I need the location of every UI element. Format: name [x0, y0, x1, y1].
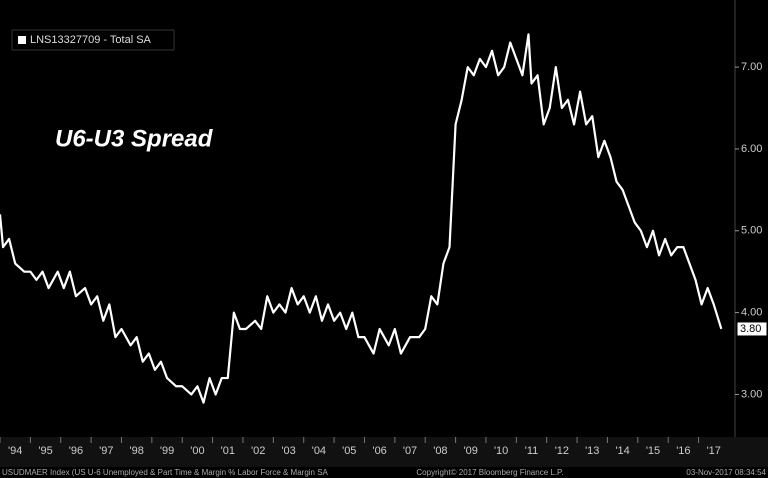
footer-right: 03-Nov-2017 08:34:54	[686, 468, 766, 477]
last-value-label: 3.80	[740, 323, 761, 335]
x-tick-label: '06	[372, 445, 386, 457]
footer-left: USUDMAER Index (US U-6 Unemployed & Part…	[2, 468, 329, 477]
x-tick-label: '03	[281, 445, 295, 457]
x-tick-label: '10	[494, 445, 508, 457]
series-line	[0, 33, 723, 404]
annotation: U6-U3 Spread	[55, 125, 214, 152]
legend-swatch	[18, 36, 26, 44]
y-tick-label: 4.00	[741, 307, 762, 319]
x-tick-label: '05	[342, 445, 356, 457]
x-tick-label: '08	[433, 445, 447, 457]
x-tick-label: '99	[160, 445, 174, 457]
footer-center: Copyright© 2017 Bloomberg Finance L.P.	[416, 468, 563, 477]
x-tick-label: '07	[403, 445, 417, 457]
y-tick-label: 7.00	[741, 61, 762, 73]
x-tick-label: '12	[555, 445, 569, 457]
x-tick-label: '09	[464, 445, 478, 457]
x-tick-label: '96	[69, 445, 83, 457]
legend-label: LNS13327709 - Total SA	[30, 34, 152, 46]
x-tick-label: '98	[130, 445, 144, 457]
x-tick-label: '04	[312, 445, 326, 457]
x-tick-label: '14	[615, 445, 629, 457]
y-tick-label: 5.00	[741, 225, 762, 237]
y-tick-label: 6.00	[741, 143, 762, 155]
x-tick-label: '13	[585, 445, 599, 457]
x-tick-label: '01	[221, 445, 235, 457]
x-axis-strip	[0, 437, 768, 467]
x-tick-label: '11	[525, 445, 539, 457]
x-tick-label: '97	[99, 445, 113, 457]
x-tick-label: '00	[190, 445, 204, 457]
x-tick-label: '15	[646, 445, 660, 457]
y-tick-label: 3.00	[741, 388, 762, 400]
last-value-box	[736, 321, 768, 337]
x-tick-label: '94	[8, 445, 22, 457]
x-tick-label: '17	[707, 445, 721, 457]
legend	[11, 29, 175, 51]
x-tick-label: '16	[676, 445, 690, 457]
x-tick-label: '95	[38, 445, 52, 457]
x-tick-label: '02	[251, 445, 265, 457]
